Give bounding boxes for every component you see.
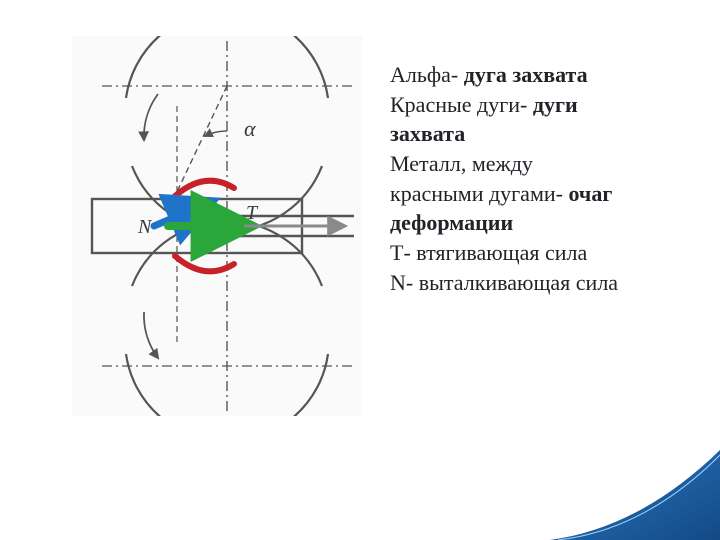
capture-arc-top [175, 181, 234, 196]
t-label: T [246, 202, 259, 224]
legend-line-2: Красные дуги- дуги захвата [390, 90, 620, 149]
slide-corner-decoration [550, 450, 720, 540]
n-label: N [137, 216, 153, 238]
legend-block: Альфа- дуга захвата Красные дуги- дуги з… [390, 60, 620, 298]
alpha-label: α [244, 116, 256, 141]
legend-line-3: Металл, между красными дугами- очаг дефо… [390, 149, 620, 238]
slide: α N T Альфа- дуга захвата Красные дуги- … [0, 0, 720, 540]
rolling-diagram: α N T [72, 36, 362, 416]
legend-alpha-prefix: Альфа- [390, 62, 464, 87]
alpha-radius-line [176, 86, 227, 194]
legend-red-prefix: Красные дуги- [390, 92, 533, 117]
rotation-bottom-icon [144, 312, 158, 358]
legend-line-5: N- выталкивающая сила [390, 268, 620, 298]
rolling-diagram-svg: α N T [72, 36, 362, 416]
capture-arc-bottom [175, 256, 234, 271]
legend-line-1: Альфа- дуга захвата [390, 60, 620, 90]
legend-deform-prefix: Металл, между красными дугами- [390, 151, 568, 206]
alpha-arc-icon [205, 131, 227, 136]
rotation-top-icon [144, 94, 158, 140]
legend-alpha-bold: дуга захвата [464, 62, 588, 87]
legend-line-4: Т- втягивающая сила [390, 238, 620, 268]
